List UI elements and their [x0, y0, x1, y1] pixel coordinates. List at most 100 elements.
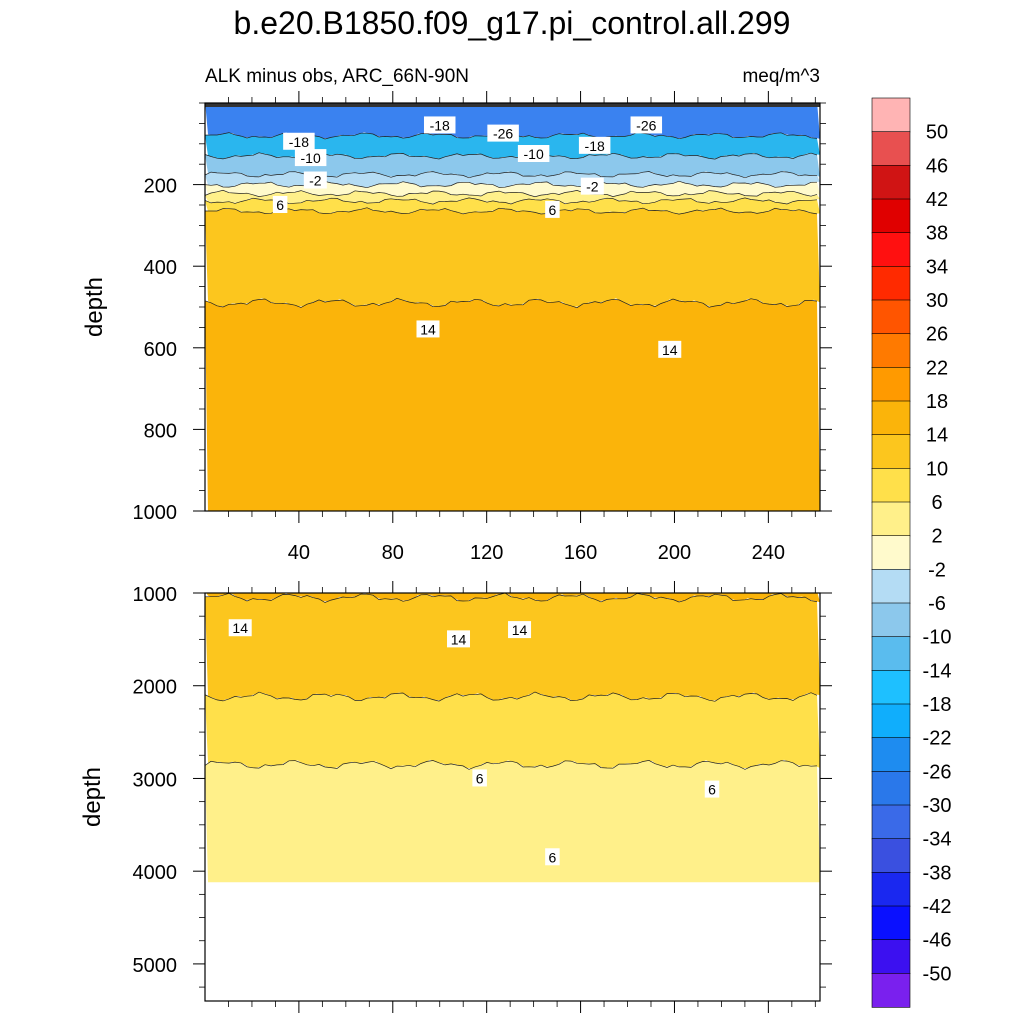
lower-contour-labels: 14 14 14 6 6 6	[228, 619, 720, 866]
colorbar-swatch	[871, 468, 911, 503]
contour-line	[205, 691, 818, 702]
colorbar-swatch	[871, 367, 911, 402]
colorbar-swatch	[871, 569, 911, 604]
y-tick-label: 400	[144, 257, 177, 279]
colorbar: 50 46 42 38 34 30 26 22 18 14 10 6 2 -2 -6 -10 -14 -18 -22…	[871, 97, 952, 1008]
contour-label: 14	[658, 340, 682, 358]
contour-label-bg	[658, 340, 682, 358]
contour-label-text: 6	[549, 849, 557, 865]
lower-contour-fill	[205, 593, 820, 883]
colorbar-label: 38	[926, 223, 948, 245]
lower-axis-ticks: 1000 2000 3000 4000 5000	[133, 581, 832, 1013]
colorbar-swatch	[871, 838, 911, 874]
colorbar-swatch	[871, 299, 911, 335]
contour-label-bg	[545, 848, 560, 866]
contour-label-bg	[545, 200, 560, 218]
y-tick-label: 800	[144, 420, 177, 442]
contour-label-text: -26	[493, 126, 513, 142]
colorbar-label: -30	[923, 795, 952, 817]
contour-label-text: -2	[309, 173, 322, 189]
contour-label: -18	[578, 136, 611, 154]
contour-label: 6	[704, 780, 720, 798]
contour-label-bg	[303, 171, 327, 189]
y-tick-label: 200	[144, 176, 177, 198]
colorbar-swatch	[871, 198, 911, 234]
contour-band--6	[205, 171, 820, 188]
contour-label-text: 6	[476, 770, 484, 786]
contour-band-2	[205, 190, 820, 205]
contour-label-text: 14	[662, 342, 678, 358]
contour-label-text: -18	[289, 134, 309, 150]
colorbar-label: -50	[923, 963, 952, 985]
figure-title: b.e20.B1850.f09_g17.pi_control.all.299	[234, 5, 791, 41]
colorbar-label: 14	[926, 425, 948, 447]
contour-label-bg	[508, 621, 532, 639]
colorbar-swatch	[871, 703, 911, 739]
colorbar-label: -38	[923, 862, 952, 884]
x-tick-label: 240	[752, 542, 785, 564]
contour-label-bg	[228, 619, 252, 637]
contour-label: -10	[294, 149, 327, 167]
contour-label-text: -2	[586, 179, 599, 195]
contour-band--2	[205, 181, 820, 197]
contour-label: 6	[545, 200, 560, 218]
x-tick-label: 40	[288, 542, 310, 564]
colorbar-label: -18	[923, 694, 952, 716]
contour-label-bg	[580, 177, 604, 195]
upper-plot-frame	[204, 102, 821, 512]
colorbar-label: -42	[923, 896, 952, 918]
contour-label-text: -18	[430, 117, 450, 133]
y-tick-label: 600	[144, 339, 177, 361]
y-tick-label: 2000	[133, 677, 178, 699]
x-tick-label: 160	[564, 542, 597, 564]
contour-label-bg	[487, 124, 519, 142]
contour-label-bg	[272, 196, 288, 213]
colorbar-label: 42	[926, 189, 948, 211]
colorbar-label: 22	[926, 357, 948, 379]
contour-label-bg	[630, 116, 663, 134]
colorbar-label: 26	[926, 324, 948, 346]
y-tick-label: 1000	[133, 502, 178, 524]
contour-band-6	[205, 692, 820, 769]
colorbar-swatch	[871, 905, 911, 941]
contour-label-text: 14	[512, 622, 528, 638]
contour-label-text: 6	[276, 197, 284, 213]
colorbar-swatch	[871, 333, 911, 369]
contour-label-bg	[578, 136, 611, 154]
colorbar-label: -46	[923, 930, 952, 952]
upper-y-axis-title: depth	[81, 277, 108, 337]
contour-line	[205, 189, 818, 198]
colorbar-label: -34	[923, 829, 952, 851]
colorbar-swatch	[871, 771, 911, 806]
contour-label-text: 14	[232, 620, 248, 636]
upper-axis-ticks: 200 400 600 800 1000 40 80 120 160 200 240	[133, 91, 832, 564]
colorbar-label: -22	[923, 728, 952, 750]
y-tick-label: 5000	[133, 955, 178, 977]
colorbar-label: 34	[926, 256, 948, 278]
colorbar-swatch	[871, 535, 911, 571]
contour-label: 6	[272, 196, 288, 213]
contour-band-14	[205, 298, 820, 511]
colorbar-swatch	[871, 165, 911, 200]
subtitle-right: meq/m^3	[742, 66, 820, 87]
colorbar-label: 10	[926, 458, 948, 480]
contour-band--14	[205, 132, 820, 160]
contour-label: -2	[580, 177, 604, 195]
colorbar-label: 18	[926, 391, 948, 413]
colorbar-label: -14	[923, 660, 952, 682]
contour-label-text: 6	[708, 782, 716, 798]
contour-line	[205, 207, 818, 215]
contour-label: 6	[545, 848, 560, 866]
contour-line	[205, 297, 818, 309]
contour-band-10	[205, 207, 820, 308]
colorbar-swatch	[871, 400, 911, 436]
lower-contour-lines	[205, 593, 818, 770]
contour-label: -10	[517, 145, 550, 162]
colorbar-swatch	[871, 872, 911, 907]
colorbar-label: 6	[931, 492, 942, 514]
colorbar-swatch	[871, 232, 911, 268]
contour-label-bg	[517, 145, 550, 162]
colorbar-swatch	[871, 737, 911, 773]
contour-band-2	[205, 760, 820, 883]
